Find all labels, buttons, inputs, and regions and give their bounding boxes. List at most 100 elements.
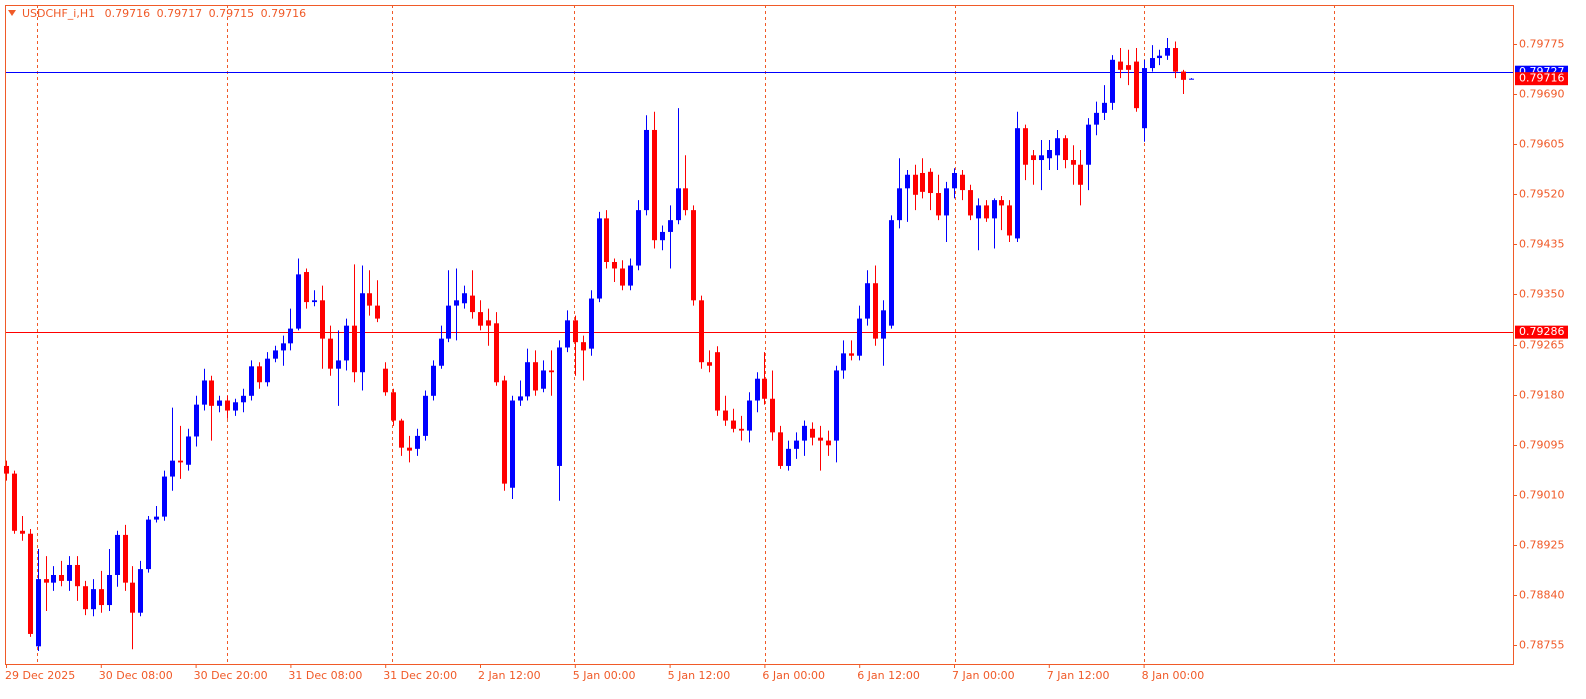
candle-body — [1071, 160, 1076, 165]
candle-body — [928, 171, 933, 194]
candle-body — [920, 172, 925, 192]
candle-body — [217, 400, 222, 406]
candle-body — [518, 396, 523, 401]
candle-body — [802, 425, 807, 441]
candle-body — [1157, 55, 1162, 59]
candle-body — [1031, 155, 1036, 161]
candle-body — [249, 366, 254, 396]
y-tick-label: 0.79350 — [1519, 288, 1565, 301]
candle-body — [683, 188, 688, 211]
candle-body — [107, 574, 112, 606]
candle-body — [968, 190, 973, 216]
candle-body — [115, 534, 120, 575]
candle-body — [138, 569, 143, 613]
y-tick-label: 0.79690 — [1519, 88, 1565, 101]
candle-body — [778, 432, 783, 466]
candle-body — [186, 436, 191, 465]
candle-body — [36, 579, 41, 647]
candle-body — [83, 586, 88, 610]
candle-body — [462, 293, 467, 304]
candle-body — [67, 564, 72, 581]
candle-body — [209, 380, 214, 406]
candle-body — [786, 448, 791, 466]
candle-body — [20, 530, 25, 534]
candle-body — [446, 305, 451, 339]
y-tick-label: 0.79605 — [1519, 138, 1565, 151]
x-tick-label: 29 Dec 2025 — [5, 669, 75, 682]
candle-body — [628, 265, 633, 286]
candle-body — [573, 320, 578, 343]
candle-body — [194, 404, 199, 437]
candle-body — [431, 365, 436, 396]
candle-body — [1142, 68, 1147, 129]
candle-body — [794, 440, 799, 449]
candle-body — [4, 465, 9, 474]
candle-body — [281, 343, 286, 351]
candle-body — [691, 210, 696, 301]
y-tick-label: 0.79095 — [1519, 439, 1565, 452]
level-label: 0.79286 — [1519, 325, 1565, 338]
candle-body — [849, 353, 854, 356]
y-tick-label: 0.79775 — [1519, 38, 1565, 51]
candle-body — [960, 174, 965, 191]
candle-body — [620, 268, 625, 286]
candle-body — [723, 410, 728, 421]
y-tick-label: 0.79435 — [1519, 238, 1565, 251]
candle-body — [857, 318, 862, 356]
candle-body — [873, 283, 878, 339]
candle-body — [312, 300, 317, 303]
candle-body — [494, 323, 499, 383]
x-tick-label: 5 Jan 12:00 — [668, 669, 731, 682]
candle-body — [367, 293, 372, 306]
candle-body — [1007, 205, 1012, 236]
candle-body — [581, 342, 586, 351]
candle-body — [636, 210, 641, 266]
candle-body — [486, 320, 491, 326]
candle-body — [439, 338, 444, 366]
candle-body — [225, 400, 230, 411]
candle-body — [1110, 59, 1115, 103]
candle-body — [755, 378, 760, 401]
candle-body — [762, 378, 767, 399]
candle-body — [897, 188, 902, 221]
candle-body — [170, 460, 175, 477]
candle-body — [162, 476, 167, 517]
candle-body — [944, 188, 949, 216]
last-open: 0.79716 — [105, 7, 151, 20]
candle-body — [383, 368, 388, 393]
x-tick-label: 7 Jan 00:00 — [952, 669, 1015, 682]
y-tick-label: 0.79180 — [1519, 389, 1565, 402]
candle-body — [44, 579, 49, 583]
candle-body — [391, 392, 396, 421]
candle-body — [676, 188, 681, 221]
candle-body — [541, 370, 546, 389]
candle-body — [1118, 61, 1123, 70]
candle-body — [154, 516, 159, 520]
y-tick-label: 0.78925 — [1519, 539, 1565, 552]
candle-body — [1023, 128, 1028, 165]
y-tick-label: 0.78840 — [1519, 589, 1565, 602]
candle-body — [604, 218, 609, 262]
candle-body — [202, 380, 207, 405]
candle-body — [91, 589, 96, 610]
candle-body — [557, 347, 562, 466]
candle-body — [352, 325, 357, 373]
candle-body — [130, 582, 135, 613]
candle-body — [288, 328, 293, 344]
candle-body — [344, 325, 349, 361]
candle-body — [644, 129, 649, 211]
candle-body — [1094, 112, 1099, 125]
vertical-grid — [37, 5, 1335, 664]
candle-body — [841, 353, 846, 371]
candle-body — [826, 440, 831, 446]
x-tick-label: 31 Dec 08:00 — [288, 669, 362, 682]
candle-body — [992, 200, 997, 219]
candle-body — [1189, 78, 1194, 80]
collapse-icon[interactable] — [8, 10, 16, 16]
candle-body — [565, 320, 570, 348]
candle-body — [818, 437, 823, 441]
y-tick-label: 0.79265 — [1519, 339, 1565, 352]
y-tick-label: 0.78755 — [1519, 639, 1565, 652]
